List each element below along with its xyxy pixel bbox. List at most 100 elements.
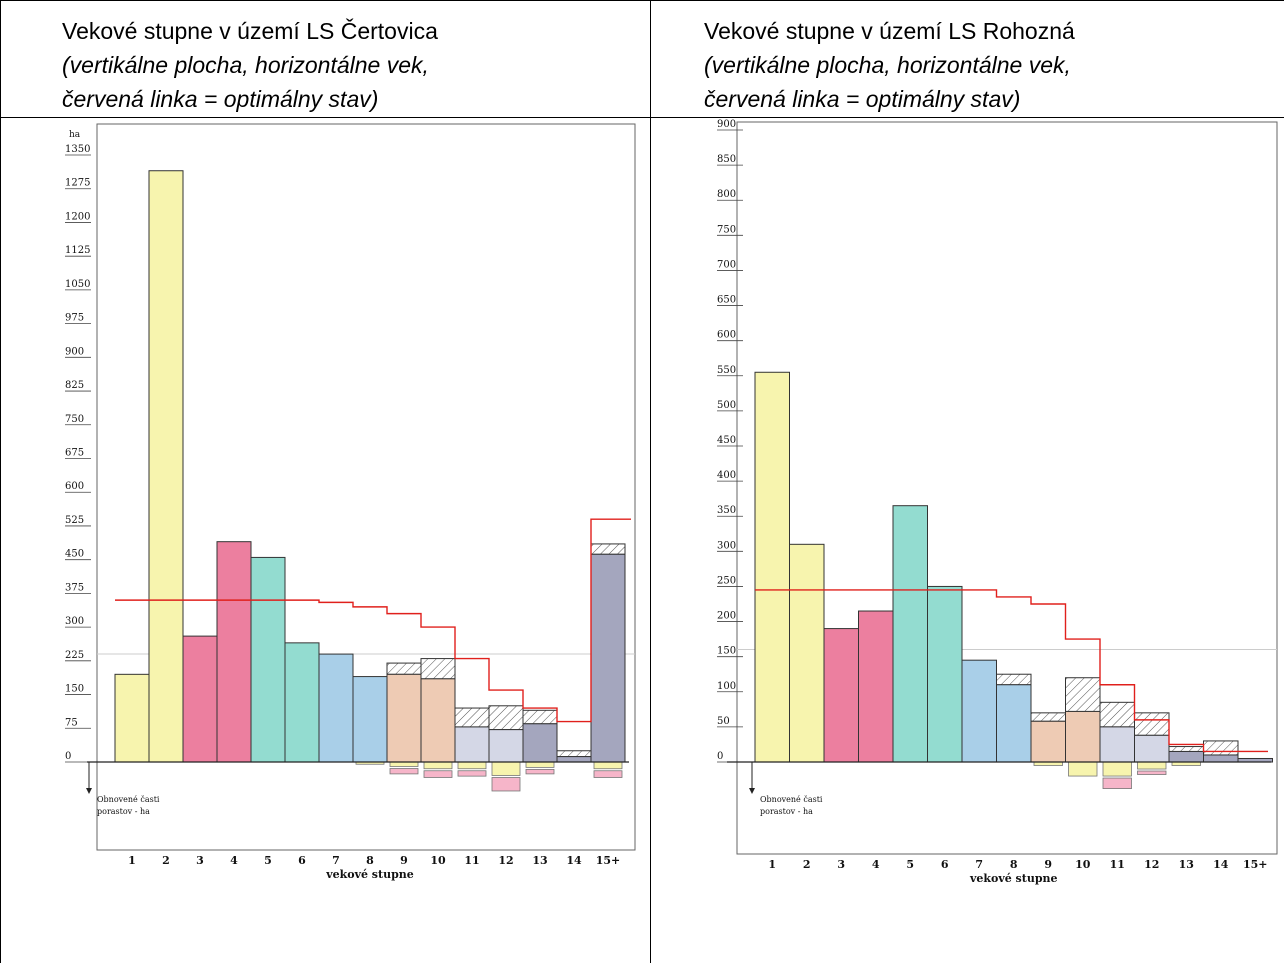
chart1-ytick-label: 0 <box>717 751 723 762</box>
chart0-xtick-label: 10 <box>430 854 446 867</box>
chart1-bar <box>1099 726 1135 763</box>
chart0-ytick-label: 225 <box>65 650 84 661</box>
chart1-renewal-bar <box>1102 761 1132 777</box>
chart1-xtick-label: 6 <box>941 858 949 871</box>
column-divider <box>650 0 651 963</box>
chart1-ytick-label: 400 <box>717 470 736 481</box>
chart0-renewal-bar <box>457 770 487 777</box>
chart0-renewal-bar <box>525 761 555 768</box>
chart0-xtick-label: 14 <box>566 854 582 867</box>
chart1-optimum-line <box>755 589 1268 753</box>
chart1-bar <box>961 659 997 763</box>
chart0-bar <box>182 635 218 763</box>
chart0-bar <box>284 642 320 763</box>
chart1-ytick-label: 850 <box>717 154 736 165</box>
chart1-ytick-label: 500 <box>717 400 736 411</box>
chart0-bar-hatched <box>420 658 456 680</box>
chart1-bar-hatched <box>1203 740 1239 756</box>
chart1-plot-frame <box>736 121 1278 855</box>
chart0-ytick-label: 1350 <box>65 144 90 155</box>
chart1-xtick-label: 11 <box>1110 858 1125 871</box>
chart1-xtick-label: 5 <box>906 858 914 871</box>
chart1-ytick-label: 300 <box>717 540 736 551</box>
chart1-bar <box>996 684 1032 763</box>
chart0-xtick-label: 4 <box>230 854 238 867</box>
chart0-ytick-label: 975 <box>65 313 84 324</box>
chart1-xtick-label: 1 <box>768 858 776 871</box>
chart0-xtick-label: 3 <box>196 854 204 867</box>
chart1-xtick-label: 2 <box>803 858 811 871</box>
chart1-bar <box>892 505 928 763</box>
chart0-renewal-bar <box>593 770 623 778</box>
chart1-ytick-label: 900 <box>717 119 736 130</box>
chart1-down-arrowhead <box>749 788 755 794</box>
chart1-renewal-label-1: Obnovené časti <box>760 795 823 804</box>
chart1-bar <box>1134 734 1170 763</box>
chart0-ytick-label: 525 <box>65 515 84 526</box>
chart0-renewal-bar <box>593 761 623 770</box>
chart0-xtick-label: 6 <box>298 854 306 867</box>
chart0-bar-hatched <box>522 709 558 725</box>
chart0-xtick-label: 7 <box>332 854 340 867</box>
chart0-bar <box>148 170 184 763</box>
chart1-ytick-label: 50 <box>717 716 730 727</box>
chart0-plot-frame <box>96 123 636 851</box>
chart0-xtick-label: 13 <box>532 854 547 867</box>
chart0-ytick-label: 300 <box>65 616 84 627</box>
chart1-xtick-label: 13 <box>1179 858 1194 871</box>
chart1-bar <box>754 371 790 763</box>
chart1-xtick-label: 10 <box>1075 858 1091 871</box>
chart0-renewal-bar <box>423 761 453 770</box>
chart0-bar <box>556 756 592 763</box>
chart0-renewal-bar <box>457 761 487 770</box>
chart0-ytick-label: 900 <box>65 346 84 357</box>
chart0-bar <box>386 673 422 763</box>
header-divider <box>0 117 1284 118</box>
chart0-bar <box>420 678 456 763</box>
chart0-bar <box>454 726 490 763</box>
chart1-bar <box>927 585 963 763</box>
chart1-bar <box>858 610 894 763</box>
chart1-ytick-label: 650 <box>717 295 736 306</box>
chart1-xtick-label: 14 <box>1213 858 1229 871</box>
chart0-bar <box>590 553 626 763</box>
chart1-renewal-bar <box>1137 761 1167 770</box>
chart1-bar-hatched <box>1065 677 1101 712</box>
chart1-bar-hatched <box>1168 746 1204 752</box>
chart0-bar <box>216 541 252 763</box>
chart0-bar-hatched <box>488 705 524 731</box>
chart0-xtick-label: 8 <box>366 854 374 867</box>
chart1-ytick-label: 700 <box>717 259 736 270</box>
chart1-xtick-label: 12 <box>1144 858 1159 871</box>
chart0-xtick-label: 15+ <box>596 854 621 867</box>
chart1-ytick-label: 800 <box>717 189 736 200</box>
chart0-xaxis-title: vekové stupne <box>325 868 414 881</box>
chart0-ytick-label: 1200 <box>65 211 90 222</box>
chart-rohozna: 0 50 100 150 200 250 300 350 400 450 500 550 600 650 7… <box>717 119 1278 885</box>
chart1-xtick-label: 3 <box>837 858 845 871</box>
chart0-ytick-label: 675 <box>65 448 84 459</box>
chart1-bar <box>1065 710 1101 763</box>
chart0-ytick-label: 1125 <box>65 245 90 256</box>
header-left-subtitle-1: (vertikálne plocha, horizontálne vek, <box>62 52 429 78</box>
chart0-bar <box>352 676 388 763</box>
chart1-bar-hatched <box>1030 712 1066 722</box>
header-left-subtitle-2: červená linka = optimálny stav) <box>62 86 379 112</box>
header-left: Vekové stupne v území LS Čertovica (vert… <box>62 14 438 116</box>
chart1-bar <box>1168 750 1204 763</box>
chart0-ytick-label: 75 <box>65 717 78 728</box>
chart0-ytick-label: 1275 <box>65 178 90 189</box>
header-right-subtitle-2: červená linka = optimálny stav) <box>704 86 1021 112</box>
chart1-ytick-label: 750 <box>717 224 736 235</box>
chart0-ytick-label: 600 <box>65 481 84 492</box>
chart0-bar-hatched <box>386 662 422 675</box>
chart0-ytick-label: 450 <box>65 549 84 560</box>
chart1-renewal-bar <box>1068 761 1098 777</box>
chart0-bar-hatched <box>454 707 490 728</box>
chart0-renewal-bar <box>423 770 453 778</box>
chart0-bar-hatched <box>590 543 626 555</box>
chart1-ytick-label: 250 <box>717 575 736 586</box>
chart0-xtick-label: 1 <box>128 854 136 867</box>
chart1-xtick-label: 4 <box>872 858 880 871</box>
